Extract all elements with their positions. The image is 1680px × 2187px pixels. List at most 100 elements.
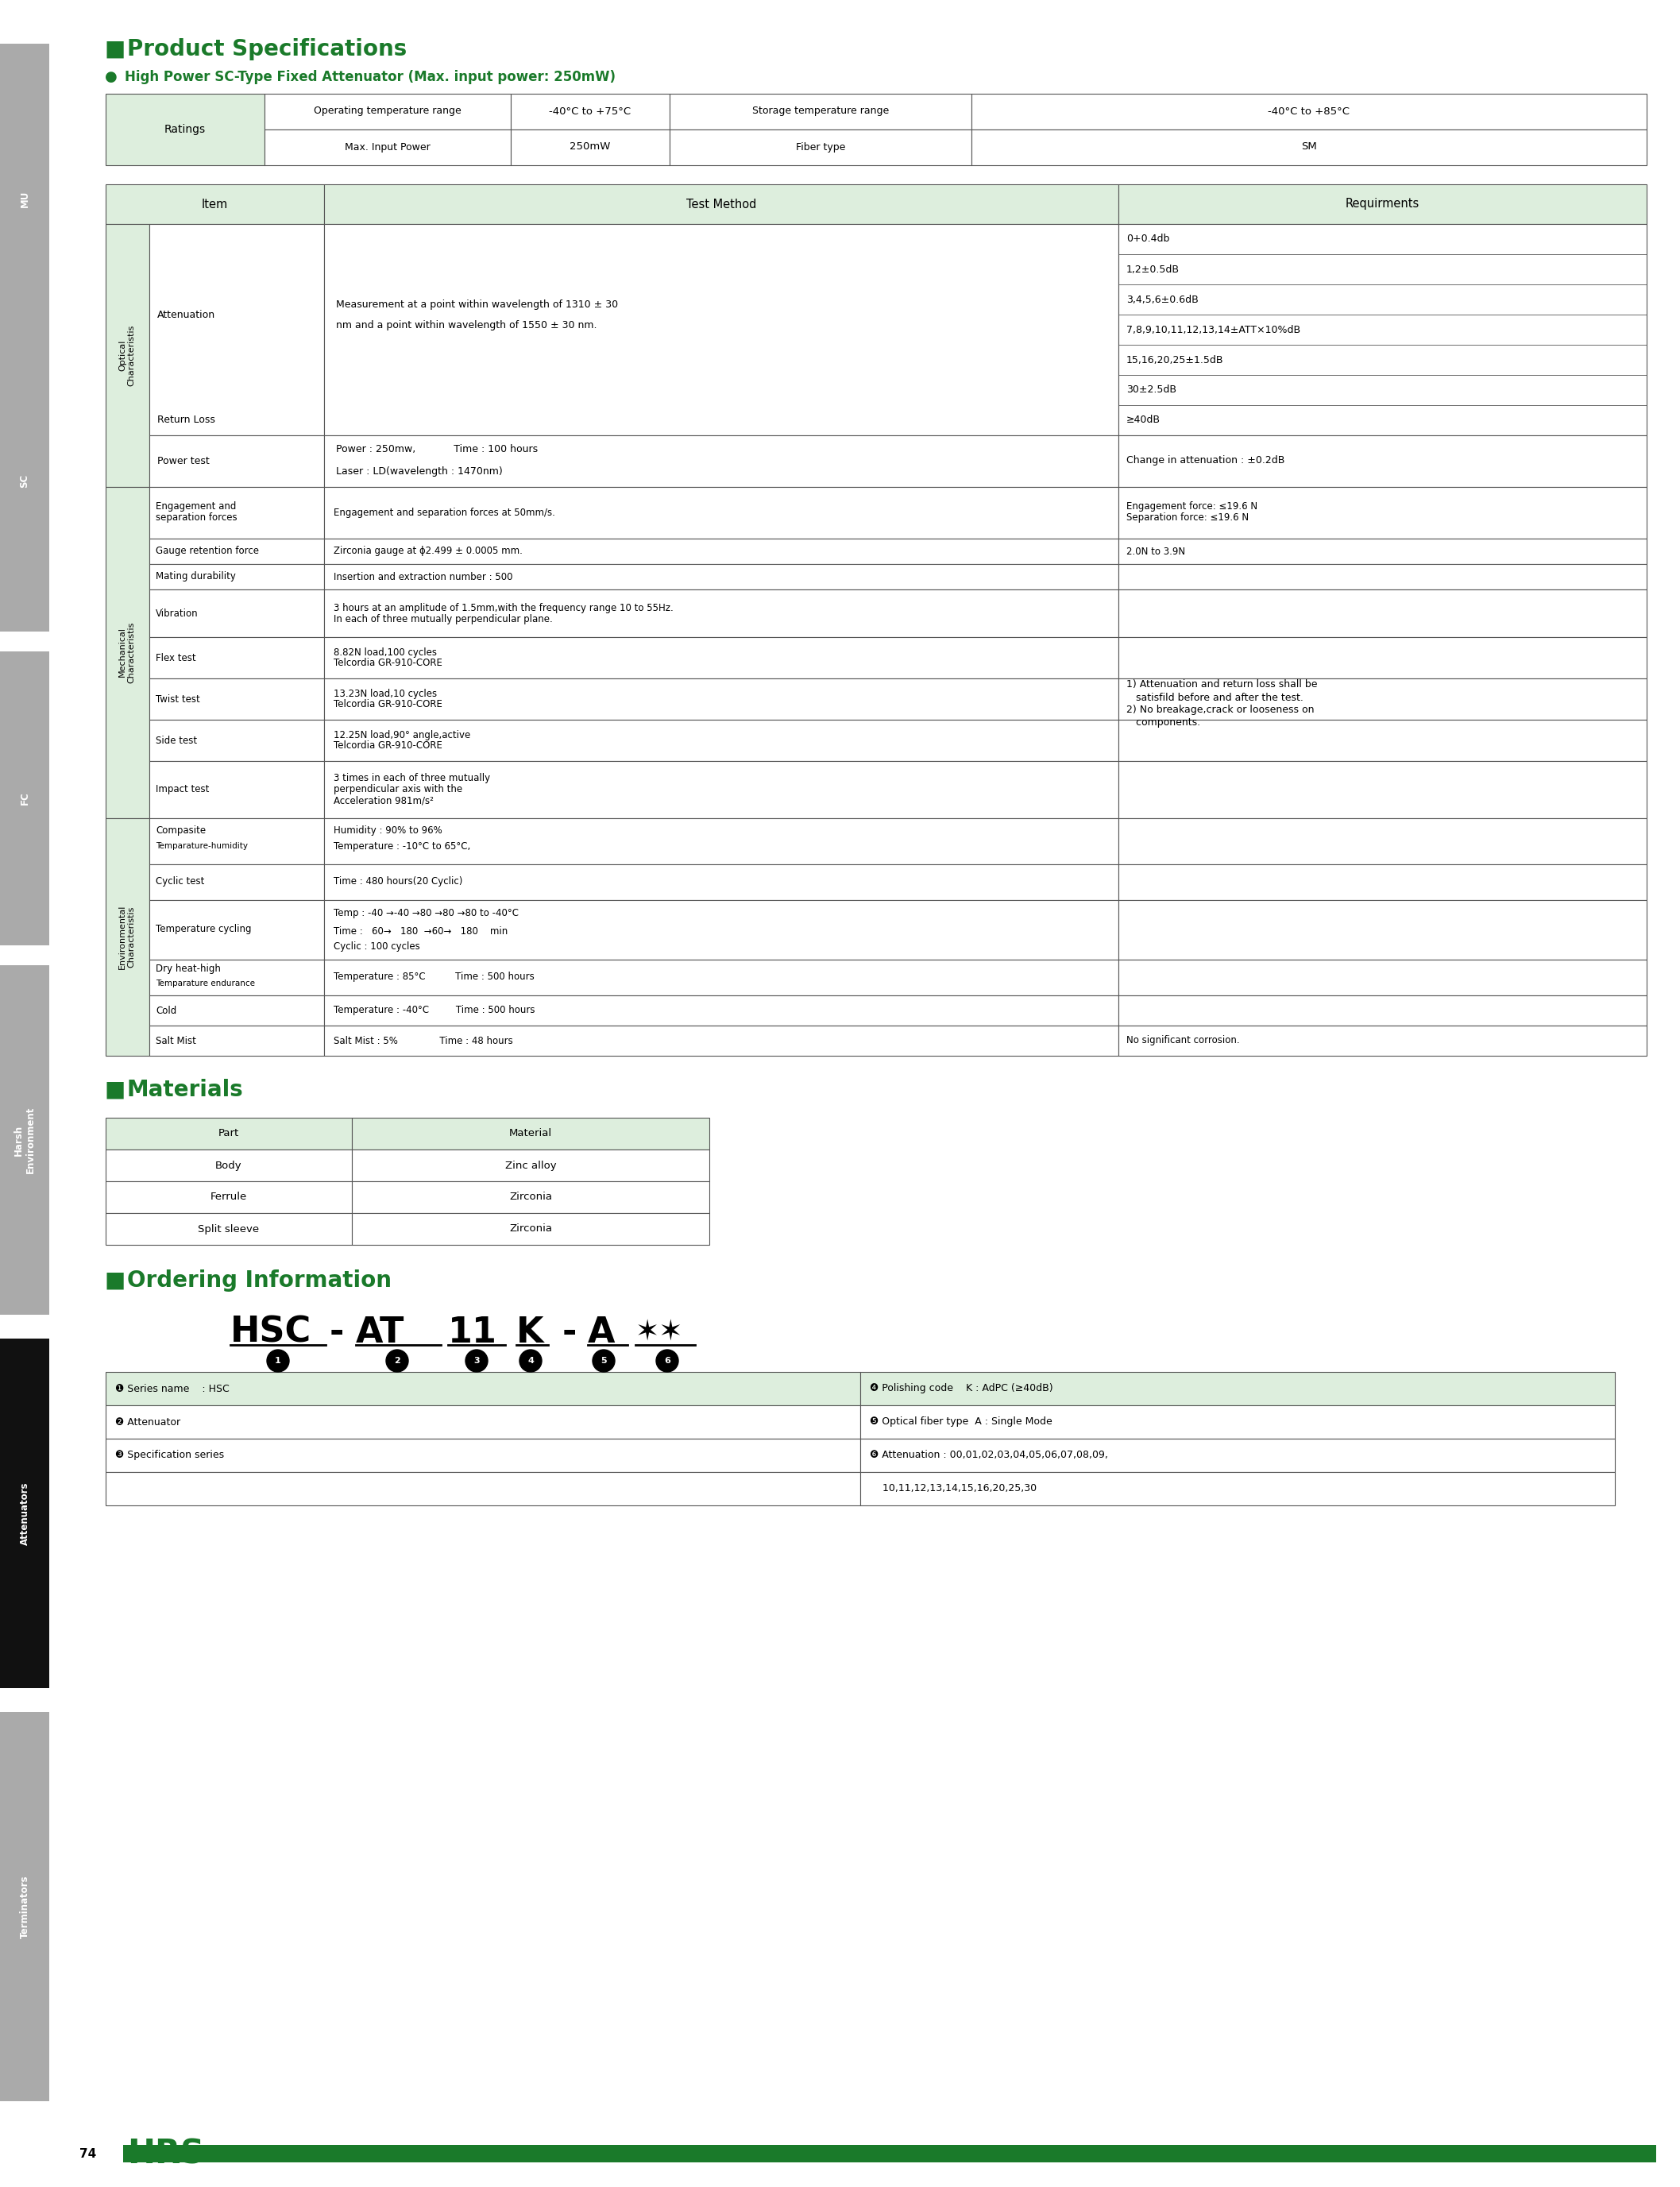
Bar: [324, 1026, 1119, 1056]
Text: 4: 4: [528, 1356, 534, 1365]
Bar: [150, 720, 324, 761]
Bar: [860, 1371, 1614, 1406]
Text: Dry heat-high: Dry heat-high: [156, 962, 220, 973]
Bar: [1119, 761, 1646, 818]
Text: Material: Material: [509, 1128, 553, 1139]
Text: -40°C to +75°C: -40°C to +75°C: [549, 105, 632, 116]
Text: Part: Part: [218, 1128, 239, 1139]
Text: Telcordia GR-910-CORE: Telcordia GR-910-CORE: [334, 700, 442, 711]
Text: -: -: [329, 1314, 344, 1349]
Text: Temperature : -10°C to 65°C,: Temperature : -10°C to 65°C,: [334, 840, 470, 851]
Bar: [1119, 184, 1646, 223]
Bar: [150, 223, 324, 435]
Text: Max. Input Power: Max. Input Power: [344, 142, 430, 153]
Text: 250mW: 250mW: [570, 142, 610, 153]
Text: High Power SC-Type Fixed Attenuator (Max. input power: 250mW): High Power SC-Type Fixed Attenuator (Max…: [124, 70, 615, 85]
Text: Engagement and: Engagement and: [156, 501, 237, 512]
Bar: [324, 184, 1119, 223]
Text: Twist test: Twist test: [156, 693, 200, 704]
Bar: [860, 1472, 1614, 1505]
Text: 1,2±0.5dB: 1,2±0.5dB: [1126, 265, 1179, 273]
Text: Zirconia: Zirconia: [509, 1192, 553, 1203]
Text: components.: components.: [1126, 717, 1200, 728]
Text: 2) No breakage,crack or looseness on: 2) No breakage,crack or looseness on: [1126, 704, 1314, 715]
Text: SC: SC: [20, 475, 30, 488]
Text: Engagement force: ≤19.6 N: Engagement force: ≤19.6 N: [1126, 501, 1258, 512]
Bar: [324, 564, 1119, 590]
Text: ✶✶: ✶✶: [635, 1319, 684, 1345]
Bar: [106, 1439, 860, 1472]
Bar: [1119, 678, 1646, 720]
Bar: [150, 564, 324, 590]
Text: ❷ Attenuator: ❷ Attenuator: [116, 1417, 180, 1428]
Bar: [351, 1214, 709, 1244]
Text: Temp : -40 →-40 →80 →80 →80 to -40°C: Temp : -40 →-40 →80 →80 →80 to -40°C: [334, 908, 519, 919]
Text: 3,4,5,6±0.6dB: 3,4,5,6±0.6dB: [1126, 295, 1198, 304]
Bar: [106, 1406, 860, 1439]
Bar: [150, 678, 324, 720]
Text: In each of three mutually perpendicular plane.: In each of three mutually perpendicular …: [334, 615, 553, 623]
Text: FC: FC: [20, 792, 30, 805]
Text: Telcordia GR-910-CORE: Telcordia GR-910-CORE: [334, 658, 442, 669]
Text: ●: ●: [104, 70, 118, 85]
Bar: [1119, 488, 1646, 538]
Bar: [150, 995, 324, 1026]
Text: Operating temperature range: Operating temperature range: [314, 105, 462, 116]
Text: 13.23N load,10 cycles: 13.23N load,10 cycles: [334, 689, 437, 698]
Text: 0+0.4db: 0+0.4db: [1126, 234, 1169, 245]
Text: Test Method: Test Method: [685, 199, 756, 210]
Bar: [264, 129, 511, 166]
Text: HSC: HSC: [230, 1314, 311, 1349]
Text: Temparature endurance: Temparature endurance: [156, 980, 255, 989]
Text: Temperature : 85°C          Time : 500 hours: Temperature : 85°C Time : 500 hours: [334, 971, 534, 982]
Text: ❹ Polishing code    K : AdPC (≥40dB): ❹ Polishing code K : AdPC (≥40dB): [870, 1384, 1053, 1393]
Bar: [1119, 564, 1646, 590]
Text: Temperature : -40°C         Time : 500 hours: Temperature : -40°C Time : 500 hours: [334, 1006, 534, 1015]
Text: Impact test: Impact test: [156, 785, 210, 794]
Text: -40°C to +85°C: -40°C to +85°C: [1268, 105, 1351, 116]
Bar: [324, 761, 1119, 818]
Text: 3 hours at an amplitude of 1.5mm,with the frequency range 10 to 55Hz.: 3 hours at an amplitude of 1.5mm,with th…: [334, 604, 674, 612]
Text: 15,16,20,25±1.5dB: 15,16,20,25±1.5dB: [1126, 354, 1223, 365]
Bar: [324, 720, 1119, 761]
Bar: [1119, 435, 1646, 488]
Text: separation forces: separation forces: [156, 512, 237, 523]
Bar: [351, 1150, 709, 1181]
Bar: [511, 94, 670, 129]
Text: ■: ■: [104, 37, 126, 61]
Bar: [150, 435, 324, 488]
Circle shape: [267, 1349, 289, 1371]
Text: Product Specifications: Product Specifications: [128, 37, 407, 61]
Text: 11: 11: [449, 1314, 497, 1349]
Circle shape: [386, 1349, 408, 1371]
Text: Ferrule: Ferrule: [210, 1192, 247, 1203]
Text: perpendicular axis with the: perpendicular axis with the: [334, 785, 462, 794]
Text: Body: Body: [215, 1161, 242, 1170]
Bar: [106, 488, 150, 818]
Text: Measurement at a point within wavelength of 1310 ± 30: Measurement at a point within wavelength…: [336, 300, 618, 308]
Text: 6: 6: [664, 1356, 670, 1365]
Bar: [0, 964, 49, 1314]
Text: Salt Mist : 5%              Time : 48 hours: Salt Mist : 5% Time : 48 hours: [334, 1034, 512, 1045]
Bar: [971, 129, 1646, 166]
Circle shape: [519, 1349, 541, 1371]
Bar: [106, 1150, 351, 1181]
Text: Environmental
Characteristis: Environmental Characteristis: [119, 903, 136, 969]
Text: Time :   60→   180  →60→   180    min: Time : 60→ 180 →60→ 180 min: [334, 925, 507, 936]
Bar: [324, 590, 1119, 636]
Bar: [1119, 538, 1646, 564]
Text: 10,11,12,13,14,15,16,20,25,30: 10,11,12,13,14,15,16,20,25,30: [870, 1483, 1037, 1494]
Bar: [1119, 960, 1646, 995]
Text: Laser : LD(wavelength : 1470nm): Laser : LD(wavelength : 1470nm): [336, 466, 502, 477]
Text: Acceleration 981m/s²: Acceleration 981m/s²: [334, 796, 433, 807]
Bar: [150, 901, 324, 960]
Bar: [324, 223, 1119, 435]
Bar: [150, 864, 324, 901]
Text: 74: 74: [79, 2148, 96, 2159]
Text: ❸ Specification series: ❸ Specification series: [116, 1450, 223, 1461]
Bar: [0, 44, 49, 354]
Text: Zirconia: Zirconia: [509, 1225, 553, 1233]
Text: Flex test: Flex test: [156, 652, 197, 663]
Bar: [670, 129, 971, 166]
Text: Power test: Power test: [158, 455, 210, 466]
